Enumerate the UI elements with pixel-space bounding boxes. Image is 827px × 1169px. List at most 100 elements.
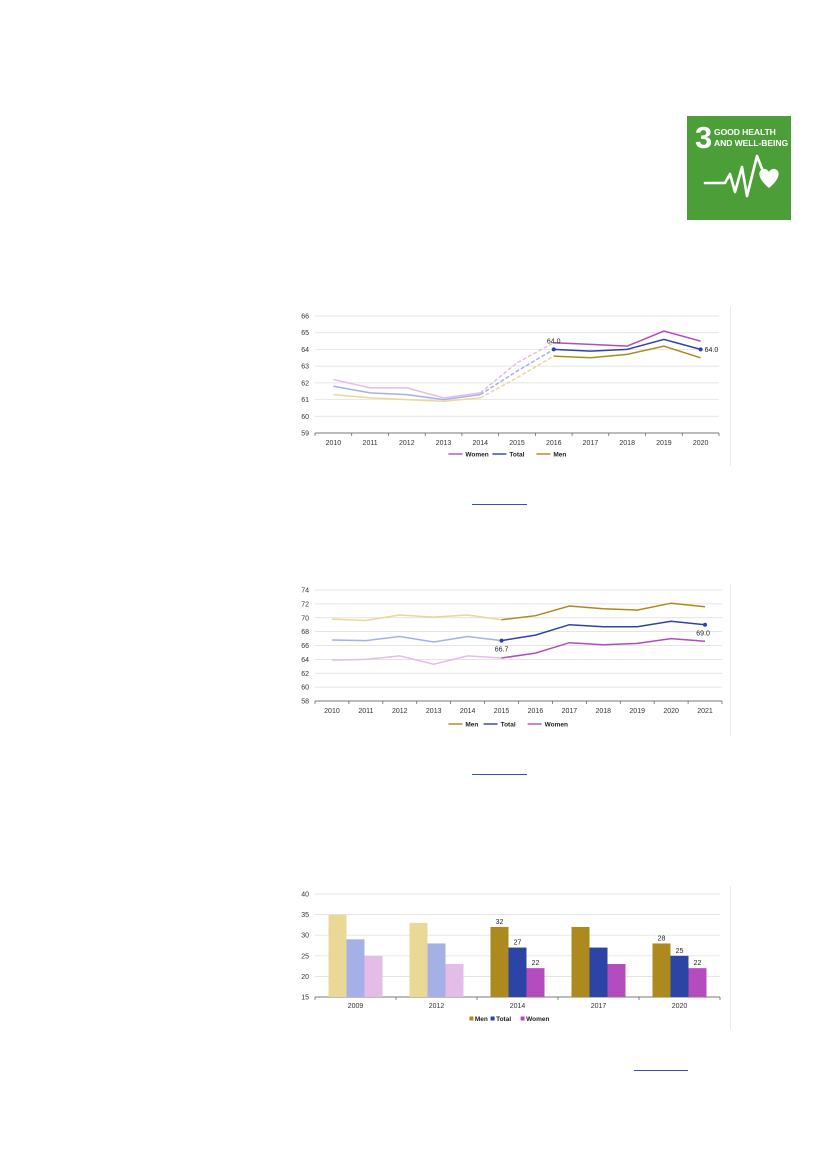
source-link-3[interactable] <box>634 1070 688 1071</box>
legend-label: Women <box>526 1016 549 1023</box>
legend-label: Total <box>501 721 516 728</box>
x-tick-label: 2010 <box>324 708 340 715</box>
bar-men <box>328 914 347 997</box>
source-link-2[interactable] <box>472 774 527 775</box>
legend-swatch <box>490 1016 495 1021</box>
x-tick-label: 2018 <box>619 440 635 447</box>
x-tick-label: 2020 <box>663 708 679 715</box>
bar-women <box>364 955 383 997</box>
data-label: 66.7 <box>495 647 509 654</box>
x-tick-label: 2015 <box>494 708 510 715</box>
x-tick-label: 2017 <box>583 440 599 447</box>
x-tick-label: 2017 <box>591 1003 607 1010</box>
bar-total <box>589 947 608 997</box>
x-tick-label: 2021 <box>697 708 713 715</box>
data-point-marker <box>499 638 504 643</box>
series-women-line <box>553 330 701 347</box>
series-women-line-earlier <box>331 655 502 665</box>
y-tick-label: 35 <box>301 912 309 919</box>
sdg-number: 3 <box>695 120 713 155</box>
bar-men <box>571 926 590 997</box>
y-tick-label: 58 <box>301 699 309 706</box>
y-tick-label: 74 <box>301 588 309 595</box>
bar-men <box>409 922 428 997</box>
legend-label: Total <box>496 1016 511 1023</box>
x-tick-label: 2013 <box>436 440 452 447</box>
bar-women <box>526 968 545 997</box>
x-tick-label: 2009 <box>348 1003 364 1010</box>
y-tick-label: 62 <box>301 380 309 387</box>
x-tick-label: 2012 <box>399 440 415 447</box>
sdg-title-line-2: AND WELL-BEING <box>714 138 789 148</box>
x-tick-label: 2019 <box>629 708 645 715</box>
y-tick-label: 40 <box>301 892 309 899</box>
data-label: 27 <box>514 940 522 947</box>
data-point-marker <box>703 622 708 627</box>
x-tick-label: 2014 <box>460 708 476 715</box>
heartbeat-heart-icon <box>703 154 779 198</box>
series-total-line-earlier <box>331 635 502 643</box>
data-label: 32 <box>496 919 504 926</box>
data-point-marker <box>698 347 703 352</box>
x-tick-label: 2018 <box>596 708 612 715</box>
y-tick-label: 25 <box>301 953 309 960</box>
legend-swatch <box>469 1016 474 1021</box>
data-label: 64.0 <box>547 338 561 345</box>
y-tick-label: 70 <box>301 615 309 622</box>
chart-2: 58 60 62 64 66 68 70 72 74 2010 2011 2012 2013 2014 20… <box>290 584 731 736</box>
y-tick-label: 65 <box>301 330 309 337</box>
x-tick-label: 2011 <box>363 440 378 447</box>
x-tick-label: 2015 <box>509 440 525 447</box>
x-tick-label: 2010 <box>326 440 342 447</box>
y-tick-label: 60 <box>301 414 309 421</box>
legend-label: Men <box>465 721 478 728</box>
series-total-line <box>501 620 706 642</box>
bar-total <box>670 955 689 997</box>
bar-total <box>346 939 365 997</box>
y-tick-label: 59 <box>301 431 309 438</box>
series-men-line-earlier <box>333 393 481 402</box>
x-tick-label: 2014 <box>510 1003 526 1010</box>
y-tick-label: 20 <box>301 974 309 981</box>
series-men-line <box>501 602 706 621</box>
y-tick-label: 62 <box>301 671 309 678</box>
x-tick-label: 2019 <box>656 440 672 447</box>
series-women-line-earlier <box>333 378 481 399</box>
y-tick-label: 66 <box>301 643 309 650</box>
series-women-line <box>501 637 706 659</box>
x-tick-label: 2012 <box>429 1003 445 1010</box>
legend-label: Men <box>553 451 566 458</box>
chart-3: 15 20 25 30 35 40 2009 2012 2014 2017 2020 32 27 22 28… <box>290 886 731 1030</box>
data-label: 22 <box>694 960 702 967</box>
data-label: 64.0 <box>705 347 719 354</box>
source-link-1[interactable] <box>472 504 527 505</box>
legend-label: Total <box>509 451 524 458</box>
data-label: 28 <box>658 935 666 942</box>
y-tick-label: 68 <box>301 629 309 636</box>
y-tick-label: 63 <box>301 364 309 371</box>
y-tick-label: 15 <box>301 995 309 1002</box>
series-men-line <box>553 345 701 359</box>
data-label: 69.0 <box>696 631 710 638</box>
x-tick-label: 2012 <box>392 708 408 715</box>
x-tick-label: 2013 <box>426 708 442 715</box>
x-tick-label: 2016 <box>546 440 562 447</box>
legend-label: Women <box>465 451 488 458</box>
series-total-line <box>553 338 701 352</box>
legend-label: Women <box>545 721 568 728</box>
x-tick-label: 2011 <box>358 708 373 715</box>
y-tick-label: 30 <box>301 933 309 940</box>
bar-total <box>427 943 446 997</box>
sdg-title-line-1: GOOD HEALTH <box>714 127 776 137</box>
bar-women <box>607 964 626 997</box>
x-tick-label: 2016 <box>528 708 544 715</box>
legend-label: Men <box>475 1016 488 1023</box>
bar-men <box>490 926 509 997</box>
bar-total <box>508 947 527 997</box>
chart-svg: 58 60 62 64 66 68 70 72 74 2010 2011 2012 2013 2014 20… <box>301 588 723 728</box>
y-tick-label: 72 <box>301 601 309 608</box>
sdg-goal-3-badge: 3 GOOD HEALTH AND WELL-BEING <box>687 116 791 220</box>
chart-1: 59 60 61 62 63 64 65 66 2010 2011 2012 2013 2014 2015… <box>290 306 731 466</box>
chart-svg: 59 60 61 62 63 64 65 66 2010 2011 2012 2013 2014 2015… <box>301 314 720 458</box>
bar-women <box>688 968 707 997</box>
